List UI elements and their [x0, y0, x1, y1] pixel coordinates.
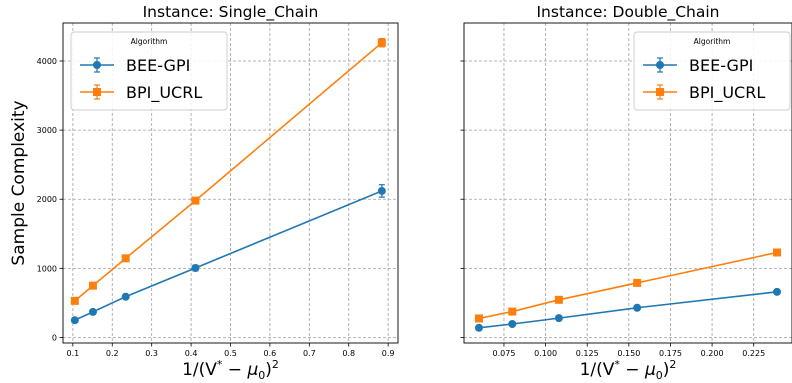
x-axis-label-part: 2	[272, 358, 279, 371]
data-point-bpi-ucrl	[377, 38, 386, 47]
x-tick-label: 0.8	[342, 349, 355, 358]
panel-single-chain: 0.1 0.2 0.3 0.4 0.5 0.6 0.7 0.8 0.9 0 1000 2000 3000…	[9, 3, 399, 382]
x-tick-label: 0.7	[303, 349, 316, 358]
x-tick-label: 0.6	[264, 349, 277, 358]
legend-box	[633, 31, 791, 111]
y-axis-label: Sample Complexity	[9, 100, 29, 265]
x-tick-label: 0.075	[493, 349, 516, 358]
legend-marker-bee-gpi	[656, 61, 664, 69]
x-tick-label: 0.200	[701, 349, 724, 358]
data-point-bee-gpi	[88, 307, 97, 316]
x-tick-label: 0.100	[534, 349, 557, 358]
x-axis-label-part: )	[265, 360, 272, 380]
data-point-bee-gpi	[508, 319, 517, 328]
x-axis-label-part: 1/(V	[182, 360, 217, 380]
data-point-bee-gpi	[191, 264, 200, 273]
x-tick-label: 0.5	[224, 349, 237, 358]
legend-label-bee-gpi: BEE-GPI	[126, 56, 190, 75]
legend-marker-bee-gpi	[93, 61, 101, 69]
data-point-bpi-ucrl	[773, 248, 782, 257]
data-point-bpi-ucrl	[191, 196, 200, 205]
x-tick-label: 0.4	[185, 349, 198, 358]
panel-double-chain: 0.075 0.100 0.125 0.150 0.175 0.200 0.225 Insta…	[460, 3, 792, 382]
x-tick-label: 0.3	[145, 349, 158, 358]
y-tick-label: 3000	[37, 126, 57, 135]
legend-box	[70, 31, 228, 111]
x-axis-label-part: *	[614, 358, 620, 371]
legend-label-bee-gpi: BEE-GPI	[689, 56, 753, 75]
data-point-bee-gpi	[633, 303, 642, 312]
x-tick-label: 0.1	[66, 349, 79, 358]
x-tick-label: 0.175	[659, 349, 682, 358]
data-point-bpi-ucrl	[474, 314, 483, 323]
x-tick-label: 0.2	[106, 349, 119, 358]
x-tick-label: 0.125	[576, 349, 599, 358]
x-axis-label: 1/(V* − μ0)2	[580, 358, 677, 382]
x-axis-label-part: )	[663, 360, 670, 380]
x-axis-label-part: 2	[669, 358, 676, 371]
data-point-bee-gpi	[121, 292, 130, 301]
data-point-bpi-ucrl	[121, 254, 130, 263]
data-point-bee-gpi	[773, 287, 782, 296]
data-point-bpi-ucrl	[70, 296, 79, 305]
axes-frame	[463, 22, 792, 344]
x-axis-label-part: 0	[656, 369, 663, 382]
x-tick-label: 0.150	[617, 349, 640, 358]
data-point-bee-gpi	[377, 186, 386, 195]
chart-title: Instance: Double_Chain	[536, 3, 719, 22]
y-tick-label: 4000	[37, 57, 57, 66]
legend-label-bpi-ucrl: BPI_UCRL	[126, 83, 202, 103]
x-tick-label: 0.225	[742, 349, 765, 358]
data-point-bpi-ucrl	[88, 281, 97, 290]
x-axis-label-part: − μ	[222, 360, 258, 380]
x-axis-label-part: − μ	[620, 360, 656, 380]
legend-label-bpi-ucrl: BPI_UCRL	[689, 83, 765, 103]
x-tick-label: 0.9	[382, 349, 395, 358]
x-axis-label: 1/(V* − μ0)2	[182, 358, 279, 382]
legend-title: Algorithm	[131, 37, 168, 46]
x-axis-label-part: 0	[258, 369, 265, 382]
legend-marker-bpi-ucrl	[93, 88, 101, 96]
data-point-bpi-ucrl	[554, 295, 563, 304]
legend-marker-bpi-ucrl	[656, 88, 664, 96]
legend-title: Algorithm	[694, 37, 731, 46]
x-axis-label-part: *	[217, 358, 223, 371]
data-point-bee-gpi	[474, 323, 483, 332]
data-point-bee-gpi	[70, 316, 79, 325]
y-tick-label: 1000	[37, 264, 57, 273]
data-point-bpi-ucrl	[633, 278, 642, 287]
y-tick-label: 2000	[37, 195, 57, 204]
y-tick-label: 0	[52, 333, 57, 342]
chart-title: Instance: Single_Chain	[143, 3, 319, 22]
x-axis-label-part: 1/(V	[580, 360, 615, 380]
data-point-bee-gpi	[554, 314, 563, 323]
data-point-bpi-ucrl	[508, 307, 517, 316]
